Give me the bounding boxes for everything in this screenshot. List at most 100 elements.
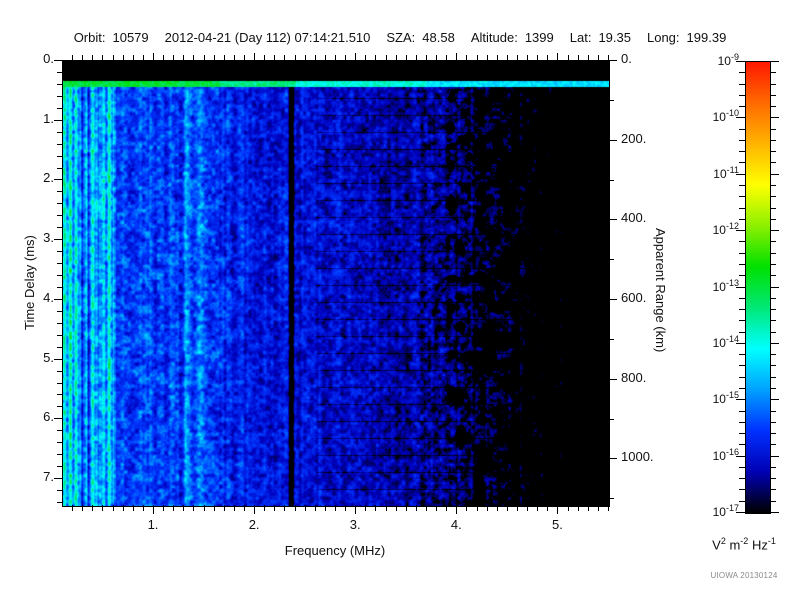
colorbar-minor-tick (739, 354, 745, 355)
x-minor-tick (72, 505, 73, 511)
x-tick-label: 5. (552, 517, 563, 532)
colorbar-minor-tick (770, 501, 776, 502)
x-minor-tick (365, 505, 366, 511)
x-top-tick (598, 55, 599, 60)
colorbar-minor-tick (770, 422, 776, 423)
x-top-tick (274, 55, 275, 60)
x-top-tick (335, 55, 336, 60)
colorbar-minor-tick (770, 162, 776, 163)
x-top-tick (102, 55, 103, 60)
y-right-major-tick (608, 299, 617, 300)
x-top-tick (456, 53, 457, 60)
observation-datetime: 2012-04-21 (Day 112) 07:14:21.510 (164, 30, 371, 45)
x-top-tick (386, 55, 387, 60)
x-minor-tick (446, 505, 447, 511)
x-top-tick (436, 55, 437, 60)
colorbar-minor-tick (770, 388, 776, 389)
colorbar (745, 61, 771, 514)
colorbar-minor-tick (770, 377, 776, 378)
x-top-tick (72, 55, 73, 60)
colorbar-minor-tick (770, 253, 776, 254)
y-left-tick-label: 7. (43, 469, 54, 485)
y-right-tick-label: 600. (621, 290, 647, 306)
x-top-tick (315, 55, 316, 60)
colorbar-gradient (746, 62, 770, 513)
colorbar-minor-tick (739, 106, 745, 107)
y-right-major-tick (608, 219, 617, 220)
x-minor-tick (173, 505, 174, 511)
colorbar-tick-label: 10-14 (683, 334, 739, 350)
y-left-minor-tick (57, 156, 62, 157)
colorbar-minor-tick (739, 140, 745, 141)
x-minor-tick (92, 505, 93, 511)
x-minor-tick (578, 505, 579, 511)
colorbar-minor-tick (770, 95, 776, 96)
y-left-major-tick (54, 299, 62, 300)
colorbar-major-tick (736, 399, 745, 400)
y-left-minor-tick (57, 335, 62, 336)
x-top-tick (325, 55, 326, 60)
x-top-tick (305, 55, 306, 60)
x-top-tick (396, 55, 397, 60)
x-minor-tick (527, 505, 528, 511)
x-major-tick (153, 505, 154, 514)
colorbar-minor-tick (770, 140, 776, 141)
colorbar-major-tick (770, 230, 779, 231)
y-left-minor-tick (57, 466, 62, 467)
x-top-tick (446, 55, 447, 60)
y-left-minor-tick (57, 430, 62, 431)
colorbar-major-tick (736, 230, 745, 231)
colorbar-minor-tick (739, 253, 745, 254)
x-minor-tick (264, 505, 265, 511)
colorbar-minor-tick (739, 320, 745, 321)
y-left-minor-tick (57, 132, 62, 133)
x-top-tick (183, 55, 184, 60)
x-top-tick (92, 55, 93, 60)
colorbar-tick-label: 10-9 (683, 52, 739, 68)
x-minor-tick (244, 505, 245, 511)
x-minor-tick (507, 505, 508, 511)
x-top-tick (578, 55, 579, 60)
colorbar-minor-tick (739, 264, 745, 265)
radargram-plot-area (62, 60, 610, 507)
colorbar-units: V2 m-2 Hz-1 (690, 536, 798, 552)
colorbar-minor-tick (739, 95, 745, 96)
colorbar-minor-tick (770, 489, 776, 490)
sza-value: 48.58 (422, 30, 455, 45)
x-top-tick (345, 55, 346, 60)
colorbar-minor-tick (739, 489, 745, 490)
colorbar-mantissa: 10 (712, 505, 726, 519)
x-minor-tick (416, 505, 417, 511)
y-left-minor-tick (57, 72, 62, 73)
x-tick-label: 3. (349, 517, 361, 532)
y-left-minor-tick (57, 191, 62, 192)
x-top-tick (204, 55, 205, 60)
colorbar-minor-tick (739, 433, 745, 434)
colorbar-mantissa: 10 (712, 448, 726, 463)
x-major-tick (254, 505, 255, 514)
y-left-tick-label: 6. (43, 409, 54, 425)
colorbar-minor-tick (770, 196, 776, 197)
y-left-tick-label: 2. (43, 170, 54, 186)
x-tick-label: 4. (450, 517, 462, 532)
colorbar-minor-tick (770, 309, 776, 310)
colorbar-major-tick (770, 117, 779, 118)
x-minor-tick (305, 505, 306, 511)
y-left-major-tick (54, 120, 62, 121)
units-hz: Hz (751, 537, 768, 553)
x-major-tick (456, 505, 457, 514)
colorbar-minor-tick (739, 241, 745, 242)
colorbar-minor-tick (770, 354, 776, 355)
x-minor-tick (537, 505, 538, 511)
x-top-tick (193, 55, 194, 60)
x-top-tick (568, 55, 569, 60)
x-minor-tick (214, 505, 215, 511)
x-minor-tick (396, 505, 397, 511)
x-axis-title: Frequency (MHz) (284, 543, 386, 558)
y-left-tick-label: 3. (43, 230, 54, 246)
x-minor-tick (123, 505, 124, 511)
orbit-label: Orbit: (73, 30, 106, 45)
y-left-minor-tick (57, 371, 62, 372)
x-top-tick (497, 55, 498, 60)
units-m: m (729, 537, 741, 553)
